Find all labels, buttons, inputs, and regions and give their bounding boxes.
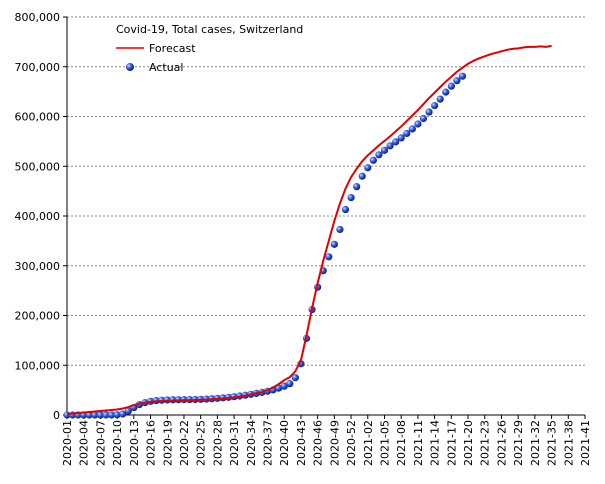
x-tick-label: 2020-43 [295, 420, 308, 466]
x-tick-label: 2020-19 [161, 420, 174, 466]
y-tick-label: 400,000 [15, 210, 61, 223]
x-tick-label: 2021-23 [479, 420, 492, 466]
actual-point [380, 146, 389, 154]
y-tick-label: 0 [53, 409, 60, 422]
x-tick-label: 2020-31 [228, 420, 241, 466]
x-tick-label: 2020-46 [312, 420, 325, 466]
y-tick-label: 200,000 [15, 310, 61, 323]
x-tick-label: 2021-35 [546, 420, 559, 466]
legend-marker [126, 63, 134, 71]
x-tick-label: 2020-07 [94, 420, 107, 466]
actual-point [364, 164, 372, 172]
actual-point [442, 88, 450, 96]
x-tick-label: 2021-14 [429, 420, 442, 466]
x-tick-label: 2020-01 [61, 420, 74, 466]
actual-point [392, 138, 400, 146]
actual-point [85, 411, 93, 419]
actual-point [280, 382, 288, 390]
y-tick-label: 300,000 [15, 260, 61, 273]
actual-point [436, 95, 444, 103]
x-tick-label: 2020-49 [328, 420, 341, 466]
actual-point [358, 172, 366, 180]
x-tick-label: 2021-11 [412, 420, 425, 466]
actual-point [325, 253, 333, 261]
x-tick-label: 2021-29 [512, 420, 525, 466]
actual-point [408, 125, 416, 133]
x-tick-label: 2021-08 [395, 420, 408, 466]
actual-point [458, 72, 467, 80]
actual-point [91, 411, 99, 419]
legend-title: Covid-19, Total cases, Switzerland [116, 23, 303, 36]
actual-point [386, 142, 394, 150]
actual-point [425, 108, 433, 116]
actual-point [291, 374, 299, 382]
actual-point [119, 410, 127, 418]
grid [67, 16, 585, 366]
x-tick-label: 2020-40 [278, 420, 291, 466]
actual-point [419, 114, 428, 123]
actual-point [431, 101, 439, 110]
y-tick-label: 500,000 [15, 160, 61, 173]
y-tick-label: 700,000 [15, 61, 61, 74]
x-tick-label: 2021-20 [462, 420, 475, 466]
actual-point [397, 134, 405, 142]
actual-point [453, 77, 461, 85]
x-tick-label: 2020-16 [145, 420, 158, 466]
actual-point [336, 225, 344, 234]
actual-point [403, 129, 411, 138]
x-tick-label: 2020-10 [111, 420, 124, 466]
actual-point [447, 82, 455, 90]
y-tick-label: 100,000 [15, 359, 61, 372]
x-tick-label: 2020-25 [195, 420, 208, 466]
actual-point [96, 411, 105, 419]
actual-point [353, 183, 361, 191]
x-tick-label: 2021-41 [579, 420, 592, 466]
x-tick-label: 2021-17 [445, 420, 458, 466]
x-tick-label: 2021-32 [529, 420, 542, 466]
x-tick-label: 2020-13 [128, 420, 141, 466]
x-tick-label: 2020-52 [345, 420, 358, 466]
y-tick-label: 600,000 [15, 111, 61, 124]
x-tick-label: 2020-22 [178, 420, 191, 466]
x-tick-label: 2020-34 [245, 420, 258, 466]
actual-point [369, 156, 377, 164]
x-tick-label: 2021-26 [495, 420, 508, 466]
actual-point [286, 380, 294, 388]
actual-point [347, 193, 355, 202]
actual-point [102, 411, 110, 419]
actual-point [113, 411, 121, 419]
forecast-line [66, 44, 552, 415]
x-tick-label: 2021-02 [362, 420, 375, 466]
actual-point [330, 240, 338, 248]
x-tick-label: 2020-04 [78, 420, 91, 466]
actual-point [107, 411, 116, 419]
x-tick-label: 2021-05 [378, 420, 391, 466]
x-tick-label: 2020-37 [262, 420, 275, 466]
actual-point [341, 205, 350, 214]
actual-point [124, 407, 132, 415]
legend-label: Forecast [149, 42, 196, 55]
x-tick-label: 2021-38 [562, 420, 575, 466]
x-tick-label: 2020-28 [211, 420, 224, 466]
actual-point [414, 120, 422, 128]
y-tick-label: 800,000 [15, 11, 61, 24]
legend-label: Actual [149, 61, 183, 74]
actual-point [375, 151, 383, 159]
